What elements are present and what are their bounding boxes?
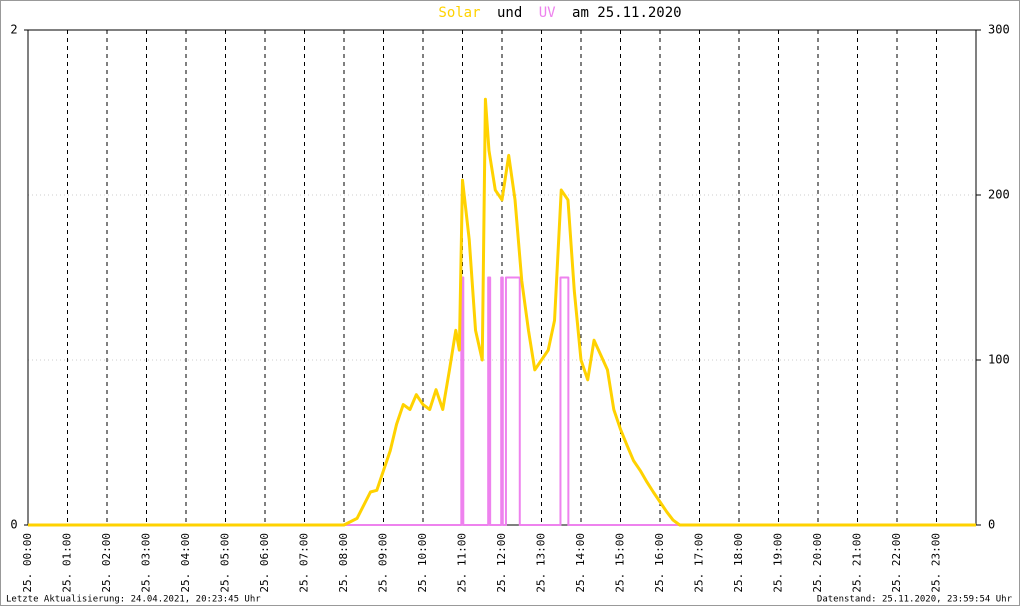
x-tick-label: 25. 23:00: [930, 533, 943, 593]
x-tick-label: 25. 00:00: [21, 533, 34, 593]
x-tick-label: 25. 19:00: [772, 533, 785, 593]
title-uv: UV: [539, 5, 556, 21]
x-tick-label: 25. 04:00: [179, 533, 192, 593]
chart-title: Solar und UV am 25.11.2020: [438, 5, 681, 21]
x-tick-label: 25. 14:00: [574, 533, 587, 593]
x-tick-label: 25. 12:00: [495, 533, 508, 593]
x-tick-label: 25. 16:00: [653, 533, 666, 593]
x-tick-label: 25. 08:00: [337, 533, 350, 593]
x-tick-label: 25. 22:00: [890, 533, 903, 593]
title-suffix: am 25.11.2020: [572, 5, 682, 21]
x-tick-label: 25. 01:00: [61, 533, 74, 593]
footer-right: Datenstand: 25.11.2020, 23:59:54 Uhr: [817, 595, 1013, 605]
x-tick-label: 25. 21:00: [851, 533, 864, 593]
x-tick-label: 25. 13:00: [535, 533, 548, 593]
series-line: [28, 97, 976, 527]
y2-tick-label: 300: [988, 23, 1010, 37]
x-tick-label: 25. 07:00: [298, 533, 311, 593]
series-line: [28, 276, 976, 526]
footer-left: Letzte Aktualisierung: 24.04.2021, 20:23…: [6, 595, 261, 605]
y2-tick-label: 0: [988, 518, 995, 532]
x-tick-label: 25. 09:00: [377, 533, 390, 593]
title-connector: und: [497, 5, 522, 21]
x-tick-label: 25. 17:00: [693, 533, 706, 593]
title-solar: Solar: [438, 5, 480, 21]
x-tick-label: 25. 15:00: [614, 533, 627, 593]
y-tick-label: 0: [10, 518, 17, 532]
y-tick-label: 2: [10, 23, 17, 37]
y2-tick-label: 100: [988, 353, 1010, 367]
x-tick-label: 25. 20:00: [811, 533, 824, 593]
x-tick-label: 25. 05:00: [219, 533, 232, 593]
x-tick-label: 25. 06:00: [258, 533, 271, 593]
x-tick-label: 25. 03:00: [140, 533, 153, 593]
x-tick-label: 25. 18:00: [732, 533, 745, 593]
x-tick-label: 25. 11:00: [456, 533, 469, 593]
x-tick-label: 25. 02:00: [100, 533, 113, 593]
y2-tick-label: 200: [988, 188, 1010, 202]
x-tick-label: 25. 10:00: [416, 533, 429, 593]
